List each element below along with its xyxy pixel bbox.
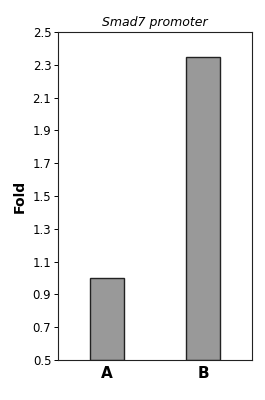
Y-axis label: Fold: Fold: [13, 180, 27, 212]
Bar: [90, 278, 123, 360]
Title: Smad7 promoter: Smad7 promoter: [102, 16, 208, 30]
Bar: [187, 56, 220, 360]
